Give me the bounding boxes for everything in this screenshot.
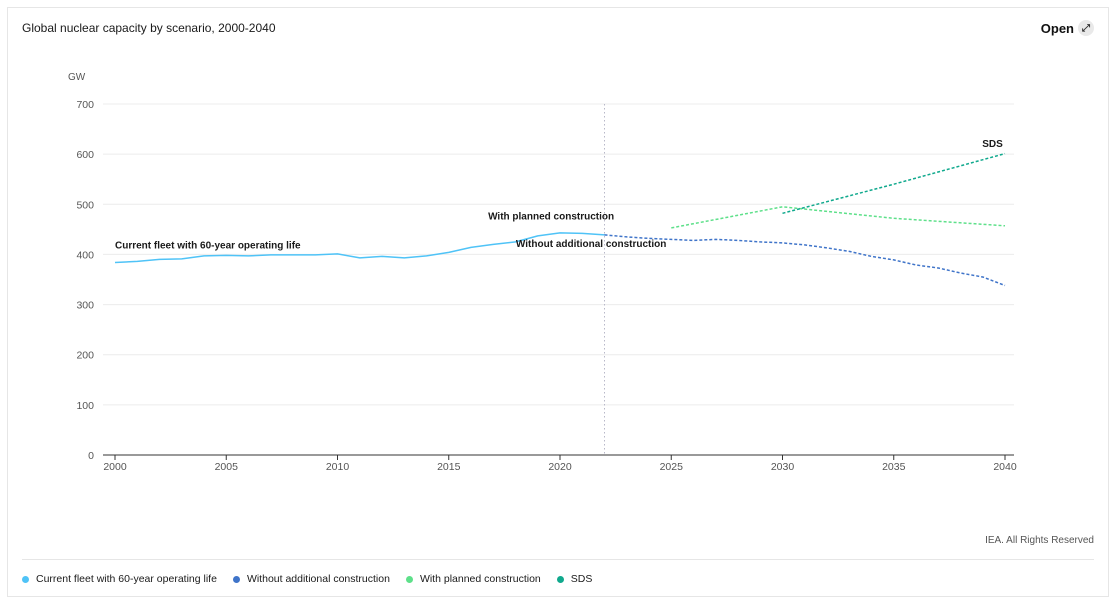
x-tick-label: 2015 [437,461,461,473]
y-tick-label: 300 [76,300,94,312]
legend-divider [22,559,1094,560]
x-tick-label: 2020 [548,461,572,473]
series-line-1 [114,232,605,264]
series-annotation: Current fleet with 60-year operating lif… [115,240,301,251]
y-tick-label: 400 [76,249,94,261]
y-tick-label: 100 [76,400,94,412]
legend-item[interactable]: Current fleet with 60-year operating lif… [22,573,217,585]
y-tick-label: 500 [76,199,94,211]
legend-dot-icon [232,575,240,583]
y-tick-label: 600 [76,149,94,161]
legend-dot-icon [22,575,29,583]
legend-item[interactable]: With planned construction [405,573,541,585]
y-tick-label: 700 [76,99,94,111]
credit-text: IEA. All Rights Reserved [985,535,1094,546]
open-button-label: Open [1040,20,1074,36]
open-button[interactable]: Open ⤢ [1041,20,1094,36]
series-annotation: Without additional construction [516,239,666,250]
x-tick-label: 2025 [660,461,684,473]
legend-label: SDS [570,573,593,585]
legend-item[interactable]: Without additional construction [232,573,390,585]
chart-card: Global nuclear capacity by scenario, 200… [7,7,1109,597]
series-line-3 [671,206,1006,229]
series-annotation: SDS [982,139,1003,150]
legend-dot-icon [405,575,413,583]
series-line-2 [604,234,1006,287]
series-annotation: With planned construction [488,211,614,222]
legend-item[interactable]: SDS [556,573,593,585]
x-tick-label: 2005 [215,461,239,473]
x-tick-label: 2040 [993,461,1017,473]
expand-arrow-icon: ⤢ [1078,20,1094,36]
series-line-4 [782,152,1006,215]
chart-title: Global nuclear capacity by scenario, 200… [22,21,276,35]
x-tick-label: 2000 [103,461,127,473]
y-tick-label: 0 [88,450,94,462]
legend: Current fleet with 60-year operating lif… [22,573,592,585]
x-tick-label: 2035 [882,461,906,473]
y-tick-label: 200 [76,350,94,362]
y-axis-label: GW [68,72,86,83]
legend-label: Current fleet with 60-year operating lif… [36,573,217,585]
legend-label: With planned construction [419,573,541,585]
legend-label: Without additional construction [246,573,390,585]
x-tick-label: 2030 [771,461,795,473]
x-tick-label: 2010 [326,461,350,473]
legend-dot-icon [556,575,564,583]
